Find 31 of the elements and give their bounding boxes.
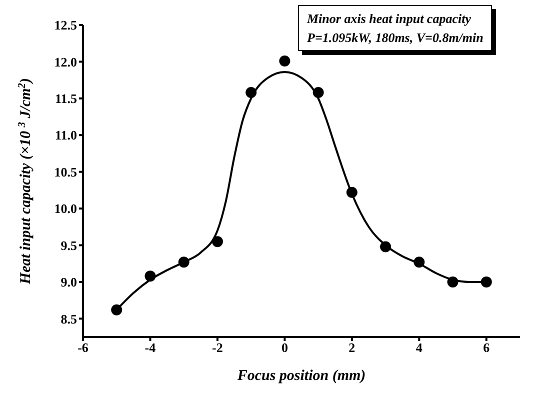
annotation: Minor axis heat input capacity (307, 10, 472, 28)
y-tick-label: 9.5 (60, 238, 78, 253)
point (279, 55, 290, 66)
y-tick-label: 12.0 (54, 54, 77, 70)
x-tick-label: 2 (348, 340, 356, 356)
y-tick-label: 9.0 (60, 274, 77, 290)
point (246, 87, 257, 98)
point (346, 186, 358, 198)
point (178, 256, 190, 268)
x-tick-label: 6 (483, 340, 490, 356)
y-tick-label: 8.5 (60, 311, 78, 326)
y-tick-label: 12.5 (54, 18, 78, 33)
point (447, 276, 458, 288)
y-tick-label: 11.5 (54, 91, 78, 106)
x-tick-label: -6 (78, 340, 89, 356)
point (212, 236, 223, 248)
point (312, 87, 324, 98)
y-tick-label: 10.0 (54, 201, 77, 216)
y-tick-label: 10.5 (54, 164, 78, 180)
x-tick-label: 0 (281, 340, 288, 356)
y-tick-label: 11.0 (54, 128, 77, 143)
point (111, 304, 122, 316)
point (380, 241, 392, 252)
annotation: P=1.095kW, 180ms, V=0.8m/min (307, 29, 484, 47)
point (414, 256, 425, 268)
x-tick-label: -4 (144, 340, 156, 356)
point (480, 276, 492, 288)
x-axis-title: Focus position (mm) (236, 368, 366, 384)
point (144, 270, 156, 282)
x-tick-label: -2 (212, 340, 223, 356)
x-tick-label: 4 (416, 340, 423, 356)
